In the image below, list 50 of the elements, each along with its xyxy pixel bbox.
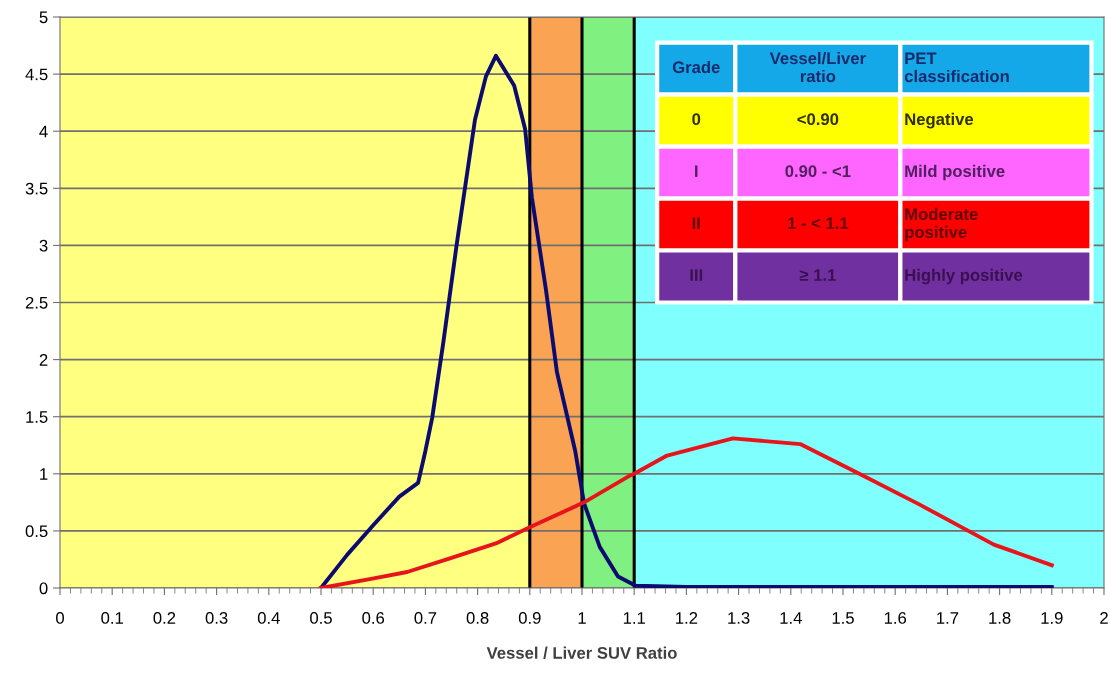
x-tick-label: 1.7 — [937, 612, 959, 624]
x-tick-label: 1.3 — [728, 612, 750, 624]
x-tick-label: 0 — [56, 612, 64, 624]
x-tick-label: 2 — [1100, 612, 1108, 624]
annotation: Grade — [672, 60, 720, 74]
x-tick-label: 0.7 — [414, 612, 437, 624]
y-tick-label: 5 — [39, 11, 48, 24]
line-series — [319, 436, 1054, 588]
annotation: III — [690, 269, 703, 281]
x-tick-label: 0.5 — [310, 612, 332, 624]
y-tick-label: 2 — [39, 354, 48, 366]
annotation: Moderate positive — [905, 207, 978, 242]
x-tick-label: 1.8 — [989, 612, 1011, 624]
x-tick-label: 1.1 — [623, 612, 645, 624]
annotation: Mild positive — [905, 164, 1005, 181]
line-series — [319, 53, 1054, 588]
annotation: 1 - < 1.1 — [788, 217, 849, 229]
y-tick-label: 1.5 — [26, 411, 48, 423]
x-tick-label: 1.2 — [676, 612, 698, 624]
y-tick-label: 4 — [39, 125, 48, 138]
annotation: ≥ 1.1 — [799, 269, 836, 281]
x-tick-label: 0.3 — [205, 612, 228, 624]
y-tick-label: 2.5 — [25, 296, 48, 309]
x-tick-label: 0.1 — [101, 612, 123, 624]
x-tick-label: 1.4 — [780, 612, 802, 624]
y-tick-label: 4.5 — [25, 68, 48, 81]
annotation: 0 — [692, 113, 701, 126]
annotation: II — [692, 217, 700, 229]
y-tick-label: 0.5 — [25, 525, 48, 538]
x-tick-label: 1.5 — [832, 612, 854, 624]
y-tick-label: 3.5 — [25, 182, 48, 195]
x-tick-label: 1.9 — [1041, 612, 1063, 624]
annotation: Highly positive — [905, 268, 1023, 285]
x-tick-label: 0.4 — [257, 612, 280, 624]
annotation: Vessel/Liver ratio — [769, 51, 866, 83]
y-tick-label: 0 — [39, 582, 48, 595]
x-tick-label: 0.6 — [362, 612, 385, 624]
x-axis-title: Vessel / Liver SUV Ratio — [486, 646, 677, 659]
annotation: 0.90 - <1 — [785, 165, 851, 178]
annotation: Negative — [905, 112, 974, 129]
annotation: I — [695, 165, 698, 177]
x-tick-label: 1 — [578, 612, 586, 624]
x-tick-label: 0.8 — [466, 612, 489, 624]
annotation: <0.90 — [797, 113, 839, 126]
x-tick-label: 0.9 — [518, 612, 541, 624]
x-tick-label: 0.2 — [153, 612, 176, 624]
x-tick-label: 1.6 — [884, 612, 907, 624]
annotation: PET classification — [904, 52, 1009, 83]
y-tick-label: 1 — [40, 468, 48, 480]
y-tick-label: 3 — [39, 239, 48, 252]
